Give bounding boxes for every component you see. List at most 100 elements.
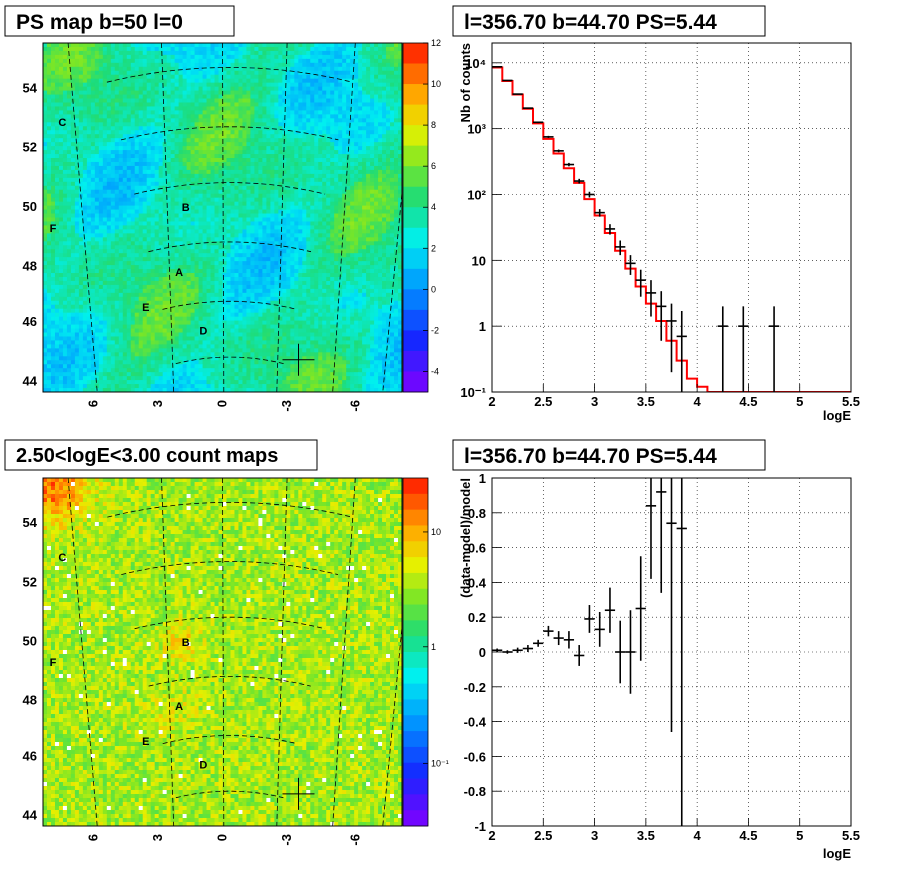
heatmap-cell xyxy=(294,62,299,68)
heatmap-cell xyxy=(230,106,235,111)
heatmap-cell xyxy=(302,130,307,135)
heatmap-cell xyxy=(98,94,104,100)
heatmap-cell xyxy=(43,62,48,68)
heatmap-cell xyxy=(338,257,343,262)
heatmap-cell xyxy=(354,134,359,139)
heatmap-cell xyxy=(378,86,383,92)
heatmap-cell xyxy=(46,146,52,151)
heatmap-cell xyxy=(298,221,303,226)
heatmap-cell xyxy=(310,82,315,88)
heatmap-cell xyxy=(374,173,379,179)
heatmap-cell xyxy=(394,118,399,123)
heatmap-cell xyxy=(386,118,391,123)
heatmap-cell xyxy=(274,185,279,191)
heatmap-cell xyxy=(254,217,259,222)
heatmap-cell xyxy=(358,241,363,246)
heatmap-cell xyxy=(306,110,311,115)
heatmap-cell xyxy=(150,233,156,238)
heatmap-cell xyxy=(74,217,80,222)
heatmap-cell xyxy=(366,150,371,155)
heatmap-cell xyxy=(170,58,176,64)
heatmap-cell xyxy=(218,201,223,207)
heatmap-cell xyxy=(98,130,104,135)
heatmap-cell xyxy=(398,114,402,119)
heatmap-cell xyxy=(270,241,275,246)
heatmap-cell xyxy=(270,102,275,107)
heatmap-cell xyxy=(62,233,68,238)
heatmap-cell xyxy=(222,257,227,262)
heatmap-cell xyxy=(386,217,391,222)
heatmap-cell xyxy=(314,82,319,88)
heatmap-cell xyxy=(90,241,96,246)
heatmap-cell xyxy=(342,221,347,226)
heatmap-cell xyxy=(62,209,68,215)
heatmap-cell xyxy=(74,142,80,147)
heatmap-cell xyxy=(238,233,243,238)
heatmap-cell xyxy=(374,229,379,234)
heatmap-cell xyxy=(378,177,383,183)
heatmap-cell xyxy=(74,114,80,119)
heatmap-cell xyxy=(142,245,148,250)
heatmap-cell xyxy=(250,46,255,52)
heatmap-cell xyxy=(370,114,375,119)
heatmap-cell xyxy=(254,201,259,207)
heatmap-cell xyxy=(250,217,255,222)
heatmap-cell xyxy=(314,150,319,155)
heatmap-cell xyxy=(94,257,100,262)
heatmap-cell xyxy=(98,253,104,258)
heatmap-cell xyxy=(50,62,56,68)
heatmap-cell xyxy=(242,181,247,187)
heatmap-cell xyxy=(70,114,76,119)
heatmap-cell xyxy=(198,158,204,163)
heatmap-cell xyxy=(158,122,164,127)
heatmap-cell xyxy=(366,237,371,242)
heatmap-cell xyxy=(266,118,271,123)
heatmap-cell xyxy=(274,126,279,131)
heatmap-cell xyxy=(294,50,299,56)
heatmap-cell xyxy=(162,106,168,111)
heatmap-cell xyxy=(102,241,108,246)
heatmap-cell xyxy=(218,98,223,103)
heatmap-cell xyxy=(98,261,104,266)
heatmap-cell xyxy=(362,245,367,250)
heatmap-cell xyxy=(74,245,80,250)
heatmap-cell xyxy=(270,154,275,159)
heatmap-cell xyxy=(382,154,387,159)
heatmap-cell xyxy=(286,233,291,238)
heatmap-cell xyxy=(170,118,176,123)
heatmap-cell xyxy=(394,213,399,218)
heatmap-cell xyxy=(110,98,116,103)
heatmap-cell xyxy=(66,122,72,127)
heatmap-cell xyxy=(262,229,267,234)
heatmap-cell xyxy=(350,241,355,246)
heatmap-cell xyxy=(138,134,144,139)
heatmap-cell xyxy=(238,122,243,127)
heatmap-cell xyxy=(146,233,152,238)
heatmap-cell xyxy=(46,102,52,107)
heatmap-cell xyxy=(178,50,184,56)
heatmap-cell xyxy=(242,86,247,92)
heatmap-cell xyxy=(394,233,399,238)
heatmap-cell xyxy=(90,46,96,52)
heatmap-cell xyxy=(154,261,160,266)
heatmap-cell xyxy=(154,110,160,115)
heatmap-cell xyxy=(90,173,96,179)
heatmap-cell xyxy=(158,70,164,76)
heatmap-cell xyxy=(270,94,275,100)
heatmap-cell xyxy=(98,146,104,151)
heatmap-cell xyxy=(254,74,259,80)
heatmap-cell xyxy=(114,165,120,171)
heatmap-cell xyxy=(78,130,84,135)
heatmap-cell xyxy=(274,78,279,84)
heatmap-cell xyxy=(370,213,375,218)
heatmap-cell xyxy=(194,221,200,226)
heatmap-cell xyxy=(226,102,231,107)
heatmap-cell xyxy=(202,225,208,230)
heatmap-cell xyxy=(246,197,251,203)
heatmap-cell xyxy=(70,189,76,195)
heatmap-cell xyxy=(298,257,303,262)
heatmap-cell xyxy=(294,150,299,155)
heatmap-cell xyxy=(74,173,80,179)
heatmap-cell xyxy=(262,217,267,222)
heatmap-cell xyxy=(142,154,148,159)
